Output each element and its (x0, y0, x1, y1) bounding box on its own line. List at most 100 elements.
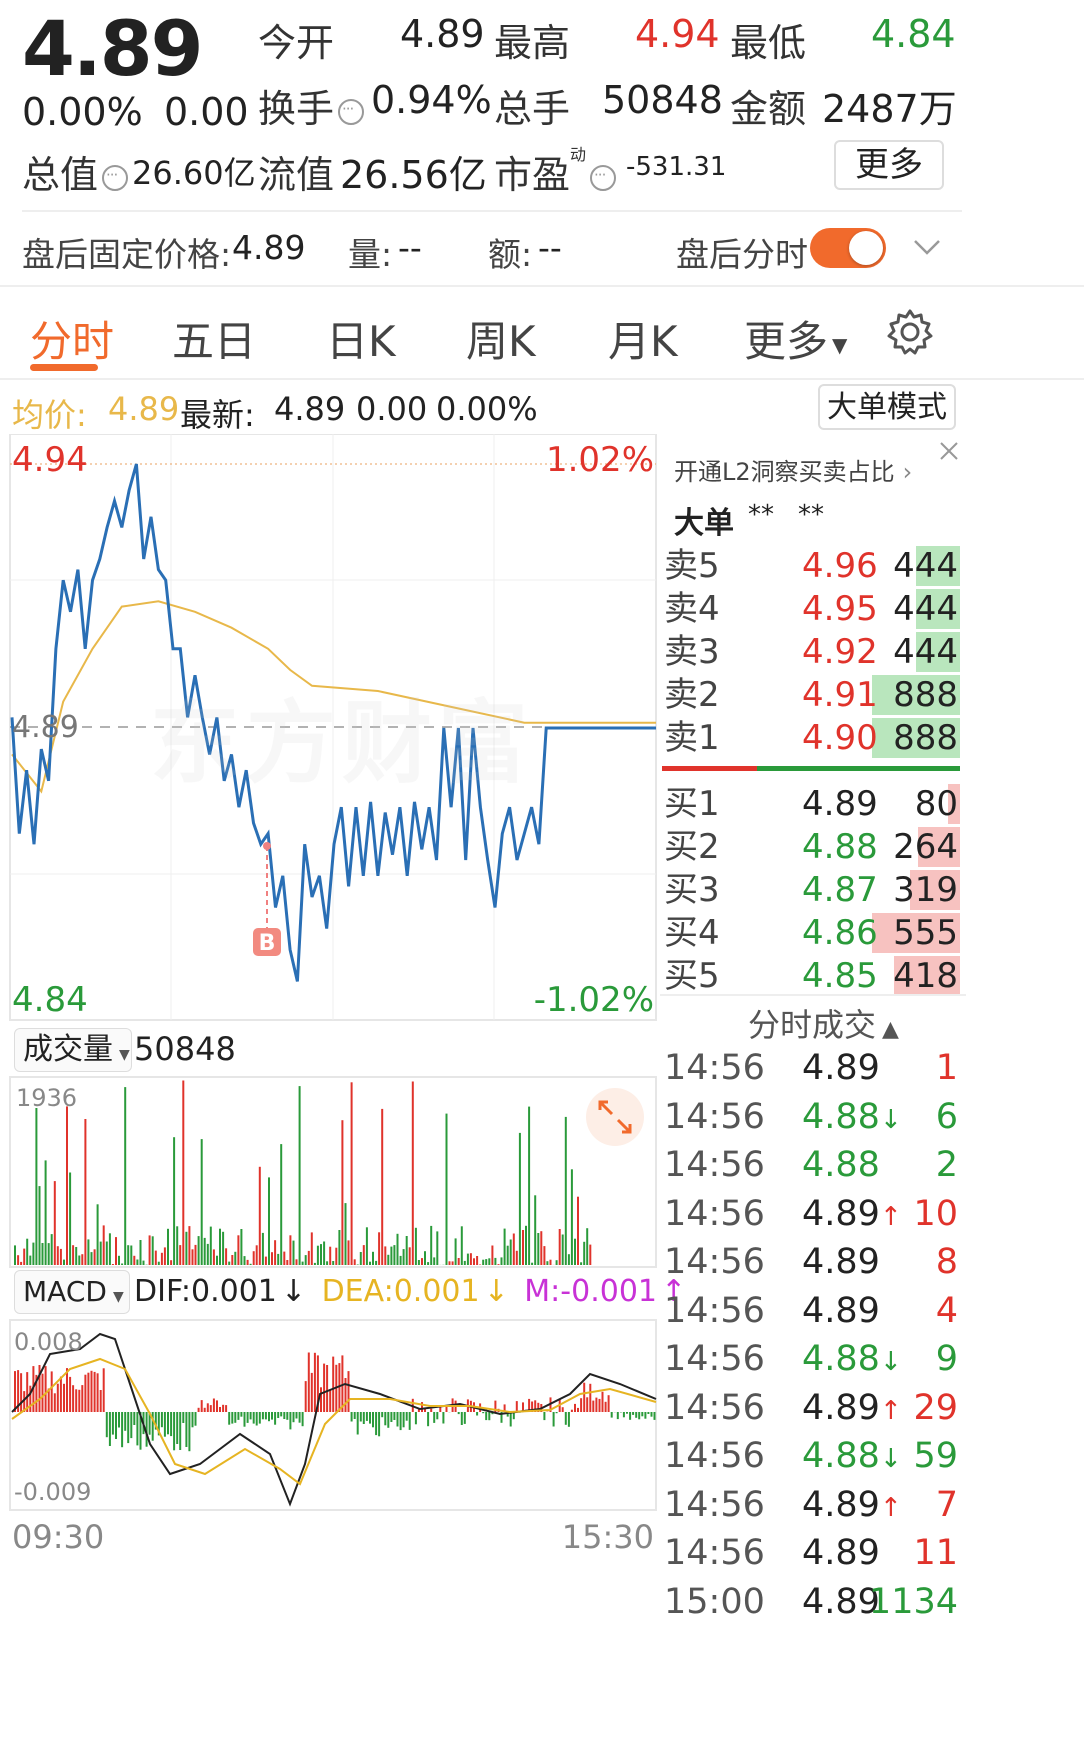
chevron-down-icon[interactable] (912, 236, 942, 258)
macd-bar (316, 1355, 319, 1412)
volume-bars (14, 1080, 592, 1265)
macd-bar (118, 1412, 120, 1428)
volume-fill (916, 589, 960, 629)
volume-bar (454, 1238, 457, 1265)
tab-monthly-k[interactable]: 月K (608, 317, 678, 366)
trades-header[interactable]: 分时成交 ▲ (748, 1006, 899, 1044)
big-order-mode-button[interactable]: 大单模式 (818, 384, 956, 430)
macd-bar (249, 1412, 252, 1420)
dif-line (11, 1332, 657, 1507)
bid-row[interactable]: 买2 4.88 264 (660, 823, 966, 871)
macd-bar (604, 1401, 607, 1412)
macd-bar (280, 1412, 283, 1417)
bid-row[interactable]: 买3 4.87 319 (660, 866, 966, 914)
macd-bar (170, 1412, 173, 1437)
macd-top-tick: 0.008 (14, 1328, 83, 1356)
trade-row: 15:00 4.89 1134 (660, 1578, 966, 1627)
trade-volume: 9 (935, 1339, 958, 1379)
volume-bar (237, 1235, 240, 1265)
latest-value: 4.89 (274, 390, 346, 428)
macd-bar (338, 1363, 341, 1412)
price-lines (10, 463, 656, 982)
macd-bar (344, 1378, 347, 1412)
info-icon[interactable] (338, 98, 365, 125)
macd-bar (304, 1381, 307, 1412)
trade-price: 4.89 (802, 1578, 880, 1627)
info-icon[interactable] (102, 164, 129, 191)
tab-five-day[interactable]: 五日 (172, 317, 257, 366)
volume-bar (558, 1229, 561, 1265)
ask-level-label: 卖4 (664, 589, 720, 629)
tab-daily-k[interactable]: 日K (326, 317, 396, 366)
macd-bar (644, 1412, 647, 1419)
bid-row[interactable]: 买5 4.85 418 (660, 952, 966, 1000)
macd-bar (66, 1368, 68, 1412)
macd-lines (11, 1332, 657, 1507)
volume-bar (414, 1227, 417, 1265)
trade-price: 4.88↓ (802, 1432, 902, 1484)
bid-volume: 264 (893, 827, 958, 867)
tab-intraday[interactable]: 分时 (30, 317, 115, 366)
volume-bar (356, 1264, 359, 1265)
ask-row[interactable]: 卖4 4.95 444 (660, 585, 966, 633)
macd-bar (127, 1412, 130, 1444)
l2-upgrade-link[interactable]: 开通L2洞察买卖占比 › (674, 458, 913, 486)
afterhours-price-label: 盘后固定价格: (22, 235, 232, 274)
macd-bar (356, 1412, 359, 1435)
macd-bar (607, 1395, 610, 1412)
volume-bar (286, 1260, 289, 1265)
float-value: 26.56亿 (340, 153, 487, 197)
macd-bar (243, 1412, 246, 1427)
caret-down-icon: ▼ (119, 1047, 130, 1063)
bid-row[interactable]: 买4 4.86 555 (660, 909, 966, 957)
ask-row[interactable]: 卖5 4.96 444 (660, 542, 966, 590)
ask-row[interactable]: 卖1 4.90 888 (660, 714, 966, 762)
ask-volume: 444 (893, 589, 958, 629)
macd-histogram (14, 1352, 656, 1452)
afterhours-toggle[interactable] (810, 228, 886, 268)
more-quotes-button[interactable]: 更多 (834, 140, 944, 190)
volume-bar (534, 1195, 537, 1265)
trade-time: 14:56 (664, 1484, 765, 1525)
volume-bar (20, 1261, 23, 1265)
ask-level-label: 卖1 (664, 718, 720, 758)
volume-bar (580, 1262, 583, 1265)
volume-bar (194, 1244, 197, 1265)
macd-bar (133, 1412, 136, 1425)
macd-bar (417, 1408, 420, 1412)
macd-bar (173, 1412, 176, 1451)
tab-more[interactable]: 更多 ▼ (744, 317, 848, 366)
trade-row: 14:56 4.89↑ 7 (660, 1481, 966, 1530)
volume-fill (916, 546, 960, 586)
gear-icon[interactable] (886, 308, 934, 356)
macd-bar (313, 1352, 316, 1412)
ask-row[interactable]: 卖3 4.92 444 (660, 628, 966, 676)
macd-indicator-select[interactable]: MACD ▼ (14, 1270, 130, 1314)
info-icon[interactable] (590, 164, 617, 191)
low-pct-label: -1.02% (533, 980, 654, 1020)
ask-row[interactable]: 卖2 4.91 888 (660, 671, 966, 719)
macd-bar (341, 1355, 344, 1412)
volume-bar (561, 1234, 564, 1265)
volume-bar (402, 1249, 405, 1265)
ask-volume: 444 (893, 546, 958, 586)
trade-price-value: 4.89 (802, 1484, 880, 1525)
tab-weekly-k[interactable]: 周K (466, 317, 536, 366)
volume-bar (170, 1260, 173, 1265)
pe-value: -531.31 (626, 152, 727, 182)
macd-bar (78, 1389, 81, 1412)
volume-bar (261, 1232, 264, 1265)
macd-bar (598, 1398, 601, 1412)
macd-bar (99, 1390, 102, 1412)
macd-bar (399, 1412, 402, 1431)
macd-bar (163, 1412, 166, 1437)
close-icon[interactable] (936, 438, 962, 464)
buy-marker-dot (263, 842, 271, 850)
buy-marker-text: B (259, 931, 276, 956)
volume-bar (176, 1226, 179, 1265)
volume-indicator-select[interactable]: 成交量 ▼ (14, 1028, 132, 1072)
bid-row[interactable]: 买1 4.89 80 (660, 780, 966, 828)
macd-bar (555, 1412, 558, 1414)
expand-chart-button[interactable] (586, 1088, 644, 1146)
volume-bar (476, 1256, 479, 1265)
